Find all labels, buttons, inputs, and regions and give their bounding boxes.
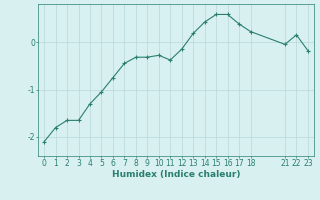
X-axis label: Humidex (Indice chaleur): Humidex (Indice chaleur) (112, 170, 240, 179)
